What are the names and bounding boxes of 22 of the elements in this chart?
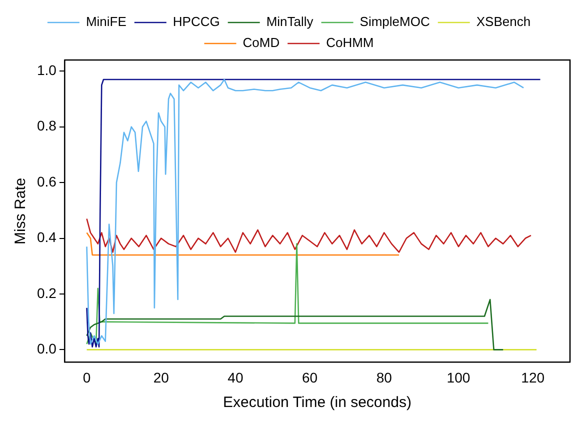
- legend-label: CoHMM: [326, 35, 374, 50]
- legend-label: HPCCG: [172, 14, 220, 30]
- legend-label: CoMD: [242, 35, 280, 50]
- x-tick-label: 0: [82, 369, 91, 386]
- y-tick-label: 0.6: [36, 173, 57, 190]
- y-tick-label: 0.4: [36, 229, 57, 246]
- x-tick-label: 40: [228, 369, 244, 386]
- y-tick-label: 0.2: [36, 284, 57, 301]
- y-tick-label: 0.8: [36, 118, 57, 134]
- x-tick-label: 20: [153, 369, 170, 386]
- legend-label: SimpleMOC: [360, 14, 430, 30]
- x-tick-label: 60: [302, 369, 318, 386]
- x-tick-label: 100: [446, 369, 470, 386]
- x-axis-title: Execution Time (in seconds): [223, 394, 412, 412]
- x-tick-label: 80: [376, 369, 392, 386]
- legend-label: MiniFE: [86, 14, 127, 30]
- y-tick-label: 1.0: [36, 62, 57, 78]
- y-axis-title: Miss Rate: [12, 178, 30, 244]
- legend-label: MinTally: [266, 14, 314, 30]
- y-tick-label: 0.0: [36, 340, 57, 357]
- legend-label: XSBench: [476, 14, 531, 30]
- x-tick-label: 120: [521, 369, 545, 386]
